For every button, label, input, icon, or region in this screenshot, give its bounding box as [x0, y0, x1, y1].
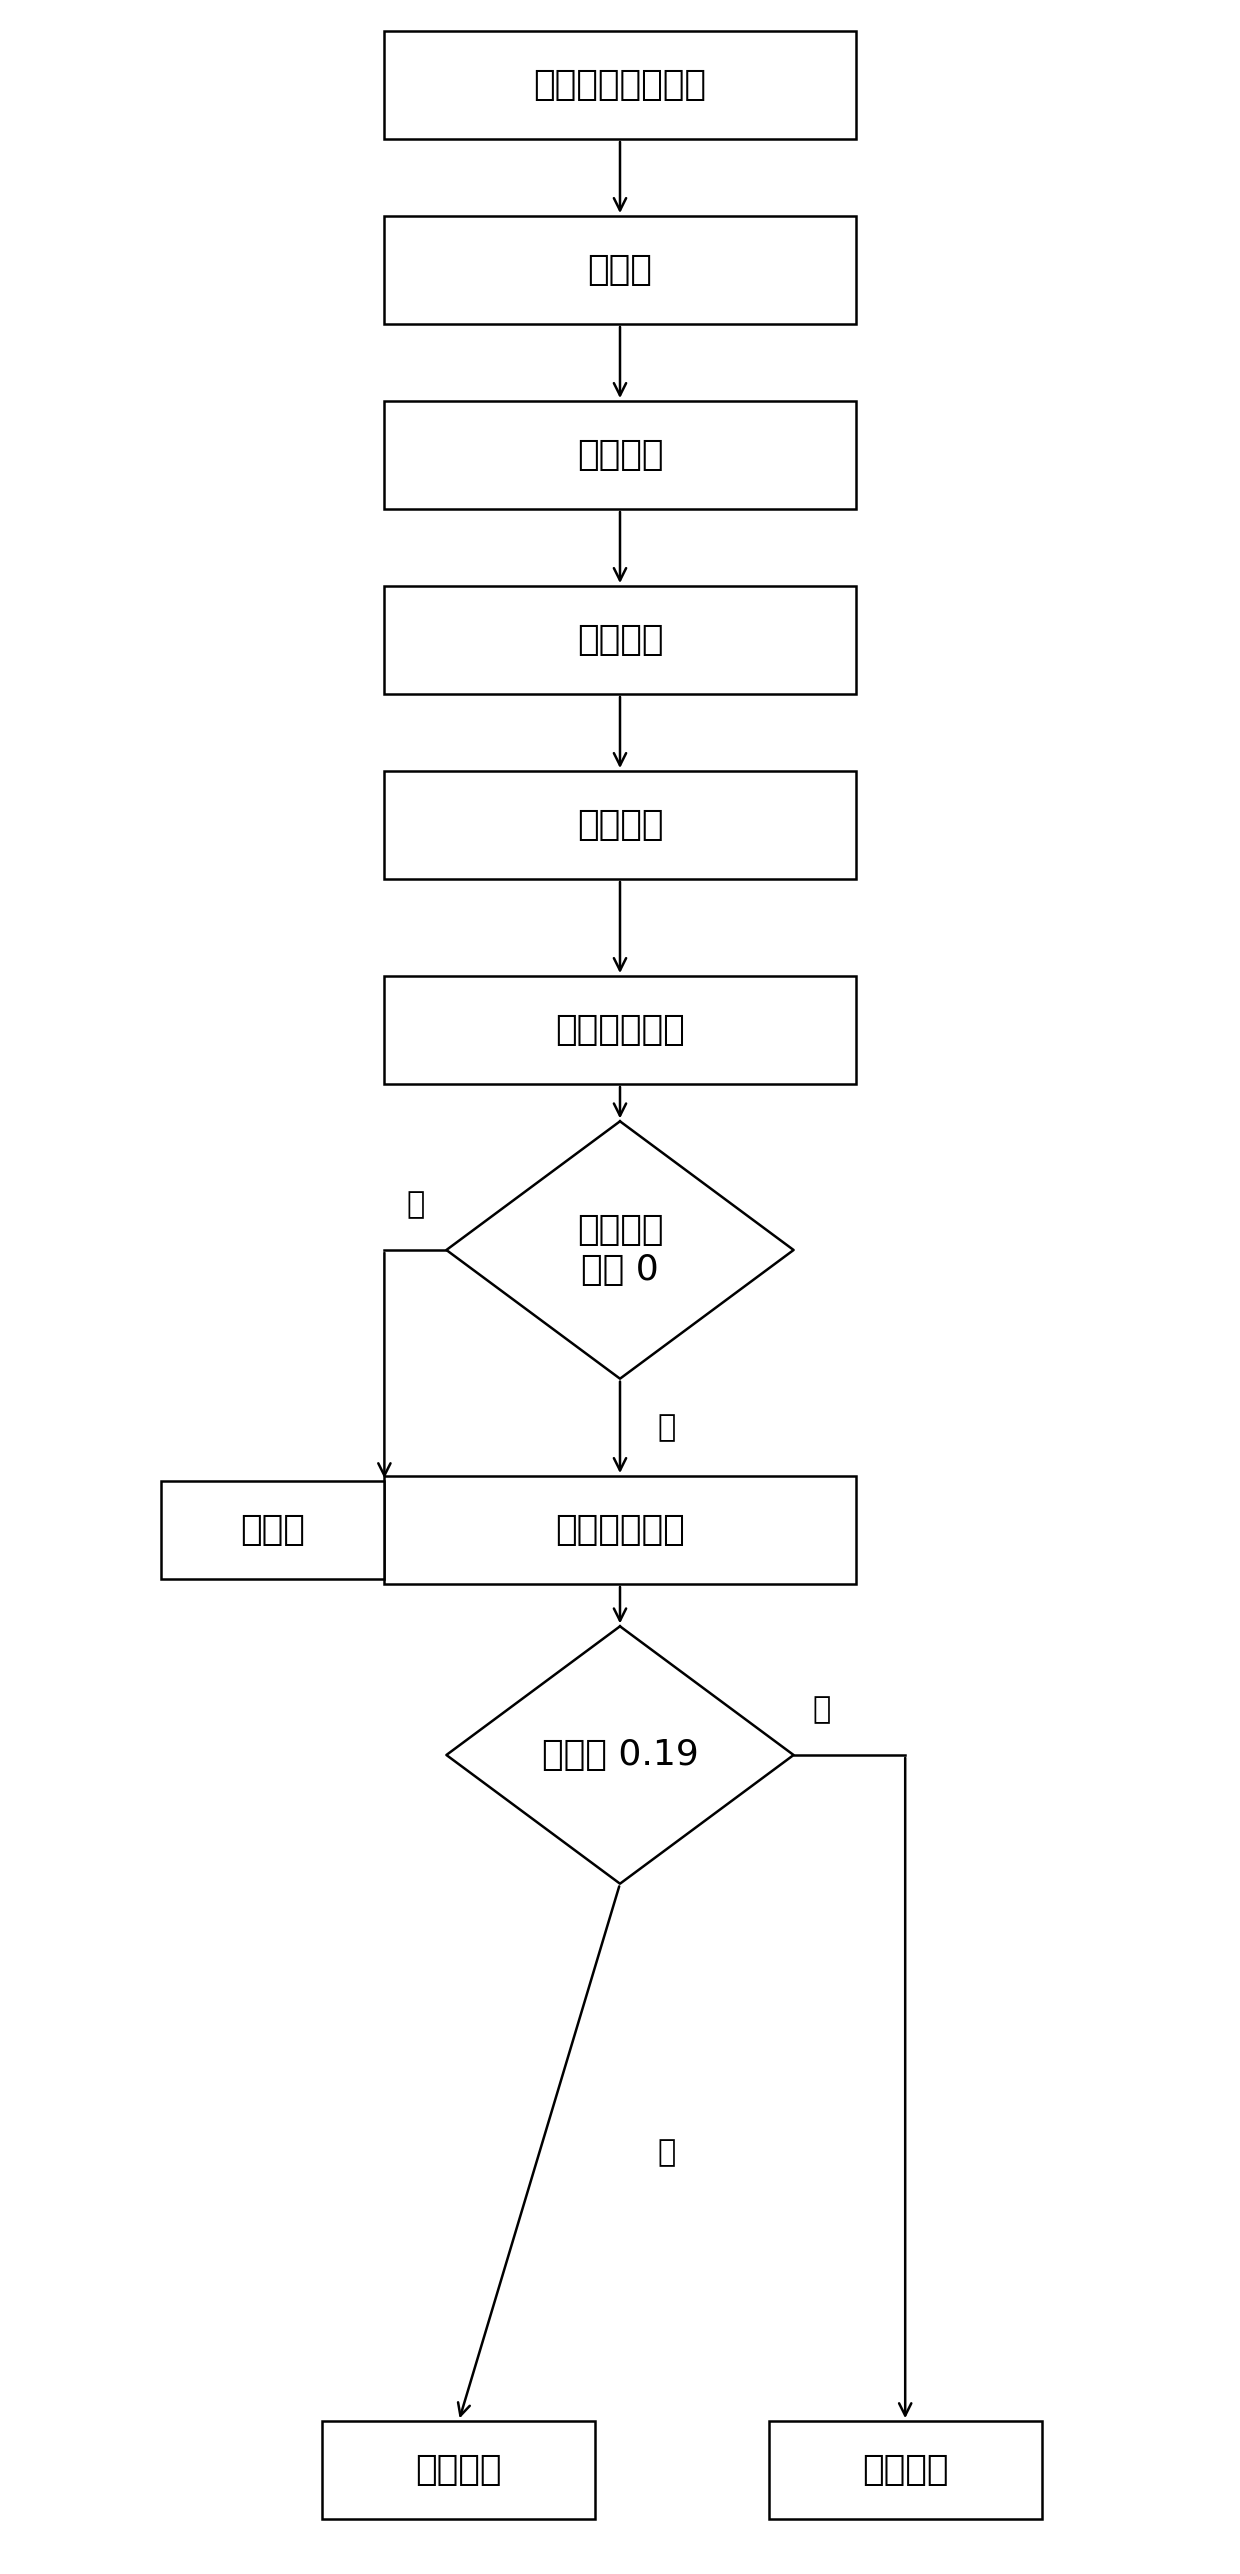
Text: 是: 是	[657, 2139, 676, 2167]
FancyBboxPatch shape	[161, 1480, 384, 1578]
Text: 计算缺陷面积: 计算缺陷面积	[556, 1014, 684, 1048]
FancyBboxPatch shape	[384, 31, 856, 139]
Text: 面积是否
大于 0: 面积是否 大于 0	[577, 1212, 663, 1287]
Text: 圆度大 0.19: 圆度大 0.19	[542, 1737, 698, 1771]
FancyBboxPatch shape	[384, 976, 856, 1084]
FancyBboxPatch shape	[384, 216, 856, 324]
Text: 是: 是	[657, 1413, 676, 1441]
FancyBboxPatch shape	[384, 587, 856, 695]
FancyBboxPatch shape	[769, 2422, 1042, 2520]
Text: 划痕缺陷: 划痕缺陷	[862, 2453, 949, 2486]
Text: 否: 否	[407, 1189, 424, 1220]
Text: 疵点缺陷: 疵点缺陷	[415, 2453, 502, 2486]
Text: 无缺陷: 无缺陷	[241, 1514, 305, 1547]
Text: 灰度化: 灰度化	[588, 252, 652, 286]
FancyBboxPatch shape	[322, 2422, 595, 2520]
FancyBboxPatch shape	[384, 402, 856, 510]
Text: 均值滤波: 均值滤波	[577, 623, 663, 656]
FancyBboxPatch shape	[384, 1475, 856, 1583]
Text: 灰度变换: 灰度变换	[577, 438, 663, 471]
Text: 采用表面缺陷图像: 采用表面缺陷图像	[533, 67, 707, 103]
Text: 阈值分割: 阈值分割	[577, 808, 663, 842]
FancyBboxPatch shape	[384, 772, 856, 880]
Text: 计算缺陷圆度: 计算缺陷圆度	[556, 1514, 684, 1547]
Text: 否: 否	[812, 1696, 831, 1725]
